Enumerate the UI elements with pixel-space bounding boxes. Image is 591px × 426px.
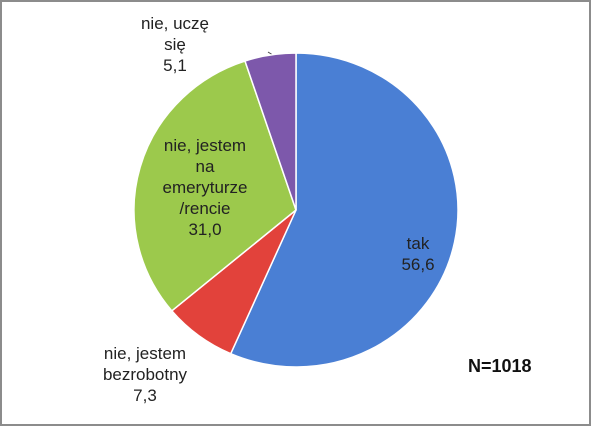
slice-label: nie, uczę się 5,1 [95, 13, 255, 76]
category-label: nie, jestem bezrobotny [102, 344, 188, 384]
category-label: tak [406, 234, 430, 253]
value-label: 31,0 [188, 220, 222, 239]
pie-slice [133, 60, 297, 312]
slice-label: nie, jestem bezrobotny 7,3 [65, 343, 225, 406]
category-label: nie, uczę się [140, 14, 210, 54]
pie-slice [244, 52, 297, 211]
category-label: nie, jestem na emeryturze /rencie [162, 136, 248, 218]
annotation: N=1018 [468, 356, 532, 376]
value-label: 7,3 [133, 386, 157, 405]
pie-slice [229, 52, 459, 368]
slice-label: tak 56,6 [338, 233, 498, 275]
slice-label: nie, jestem na emeryturze /rencie 31,0 [125, 135, 285, 240]
value-label: 5,1 [163, 56, 187, 75]
value-label: 56,6 [401, 255, 435, 274]
